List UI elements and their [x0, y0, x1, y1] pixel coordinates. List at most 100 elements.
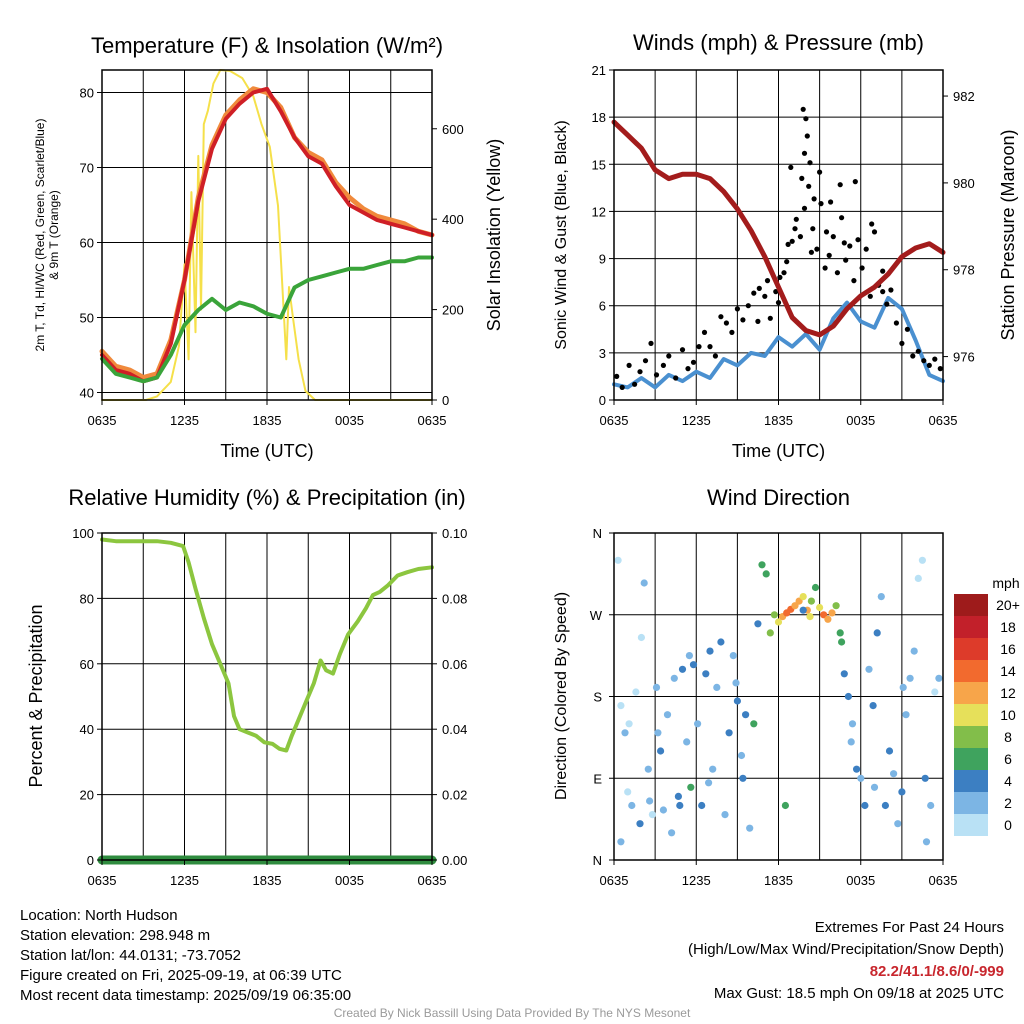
colorbar-label: 18 [1000, 619, 1016, 635]
wind-gust-point [808, 249, 815, 255]
temp-y-tick-label: 70 [80, 161, 94, 176]
dir-point [614, 556, 622, 564]
max-gust-text: Max Gust: 18.5 mph On 09/18 at 2025 UTC [713, 985, 1004, 1002]
dir-y-tick-label: E [593, 771, 602, 786]
dir-point [739, 774, 747, 782]
wind-gust-point [884, 301, 890, 307]
rh-y2-tick-label: 0.06 [442, 657, 467, 672]
dir-point [637, 633, 646, 642]
rh-x-tick-label: 1235 [170, 873, 199, 888]
wind-y-tick-label: 21 [592, 63, 606, 78]
wind-gust-point [804, 133, 810, 139]
wind-gust-point [937, 366, 943, 372]
wind-gust-point [718, 314, 724, 320]
colorbar-label: 14 [1000, 663, 1016, 679]
dir-point [922, 838, 931, 846]
wind-gust-point [828, 199, 834, 205]
rh-y2-tick-label: 0.08 [442, 591, 467, 606]
wind-gust-point [823, 229, 830, 235]
wind-gust-point [867, 293, 873, 299]
wind-gust-point [701, 329, 708, 335]
wind-gust-point [626, 362, 632, 368]
wind-y-tick-label: 3 [599, 346, 606, 361]
dir-x-tick-label: 0635 [929, 873, 958, 888]
dir-point [742, 711, 750, 719]
dir-point [674, 792, 683, 801]
rh-y2-tick-label: 0.04 [442, 722, 467, 737]
dir-y-tick-label: W [590, 608, 603, 623]
wind-gust-point [781, 270, 787, 276]
wind-gust-point [932, 356, 938, 362]
wind-gust-point [762, 293, 768, 299]
dir-point [654, 729, 662, 737]
wind-gust-point [799, 175, 805, 181]
rh-y-tick-label: 20 [80, 788, 94, 803]
dir-point [921, 774, 929, 782]
dir-point [713, 683, 721, 692]
dir-point [848, 720, 857, 728]
colorbar-label: 8 [1004, 729, 1012, 745]
wind-gust-point [851, 278, 857, 284]
dir-chart-title: Wind Direction [707, 485, 850, 510]
wind-x-tick-label: 0635 [929, 413, 958, 428]
rh-y-tick-label: 100 [72, 526, 94, 541]
rh-humidity-line [100, 537, 434, 753]
wind-gust-point [834, 270, 841, 276]
dir-x-tick-label: 1235 [682, 873, 711, 888]
wind-gust-point [756, 285, 762, 291]
dir-point [840, 670, 848, 678]
temp-x-tick-label: 0635 [418, 413, 447, 428]
wind-gust-point [800, 106, 806, 112]
dir-point [898, 788, 906, 796]
wind-gust-point [619, 384, 625, 390]
dir-point [853, 765, 861, 773]
extremes-box: Extremes For Past 24 Hours (High/Low/Max… [688, 917, 1004, 1005]
wind-gust-point [614, 373, 620, 379]
rh-y-tick-label: 40 [80, 722, 94, 737]
dir-point [847, 738, 855, 746]
dir-point [617, 702, 625, 710]
dir-point [774, 618, 783, 626]
dir-point [624, 788, 632, 796]
wind-gust-point [910, 353, 916, 359]
wind-gust-point [764, 278, 771, 284]
dir-point [737, 751, 746, 760]
colorbar-swatch [954, 638, 988, 660]
dir-point [698, 801, 706, 810]
dir-point [865, 665, 873, 673]
wind-gust-point [707, 344, 713, 350]
pressure-line [611, 119, 946, 338]
wind-gust-point [789, 238, 795, 244]
wind-gust-point [810, 226, 816, 232]
wind-gust-point [811, 196, 817, 202]
wind-gust-point [880, 289, 886, 295]
colorbar-label: 2 [1004, 795, 1012, 811]
rh-y-tick-label: 80 [80, 591, 94, 606]
wind-gust-point [839, 215, 845, 221]
temp-x-tick-label: 1235 [170, 413, 199, 428]
wind-gust-point [660, 362, 667, 368]
wind-gust-point [921, 358, 927, 364]
dir-point [766, 629, 774, 637]
rh-y2-tick-label: 0.02 [442, 788, 467, 803]
dir-point [857, 774, 865, 782]
wind-gust-point [648, 340, 654, 346]
wind-gust-point [785, 241, 791, 247]
temp-y2-axis-label: Solar Insolation (Yellow) [484, 139, 504, 331]
dir-point [668, 829, 676, 837]
wind-gust-point [801, 150, 808, 156]
dir-point [758, 561, 766, 569]
wind-gust-point [712, 353, 719, 359]
wind-gust-point [871, 229, 878, 235]
temp-series-td [100, 255, 434, 384]
wind-gust-point [837, 182, 843, 188]
extremes-description: (High/Low/Max Wind/Precipitation/Snow De… [688, 941, 1004, 958]
rh-y-axis-label: Percent & Precipitation [26, 604, 46, 787]
rh-y-tick-label: 0 [87, 853, 94, 868]
credit-text: Created By Nick Bassill Using Data Provi… [333, 1006, 691, 1020]
dir-point [646, 797, 654, 805]
wind-gust-point [632, 381, 638, 387]
colorbar-swatch [954, 616, 988, 638]
wind-gust-point [740, 317, 746, 323]
rh-chart-title: Relative Humidity (%) & Precipitation (i… [68, 485, 465, 510]
